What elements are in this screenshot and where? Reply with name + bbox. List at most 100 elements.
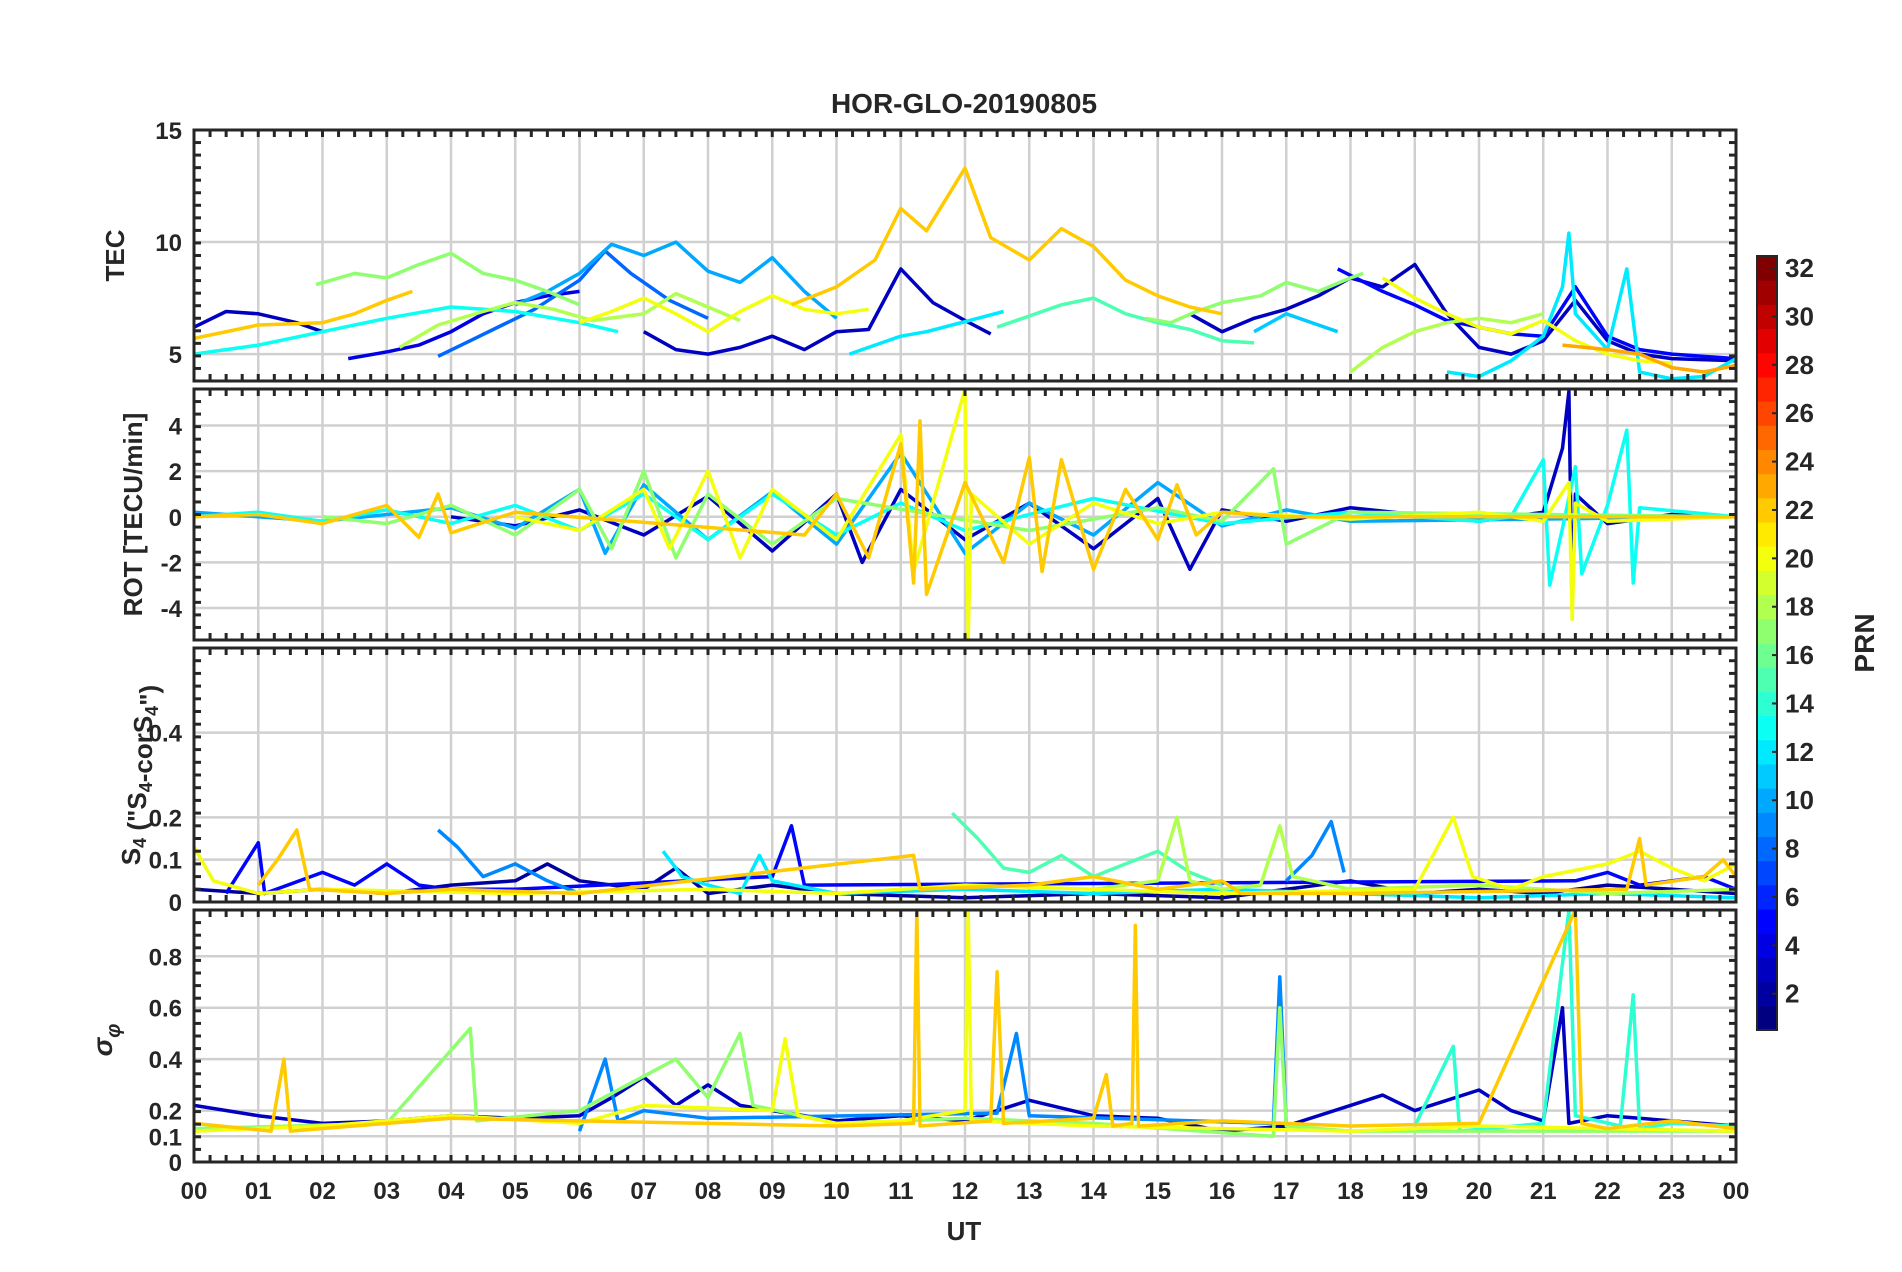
colorbar-segment [1757,691,1777,717]
x-axis-label: UT [947,1216,982,1246]
y-tick-label: 0.4 [149,721,183,748]
colorbar-frame [1756,255,1778,1031]
series-prn-18 [398,291,741,349]
series-prn-4 [347,289,580,361]
panel-sigma_phi: 00.10.2 0.4 0.6 0.8 σφ [87,908,1738,1177]
colorbar-segment [1757,667,1777,692]
colorbar-segment [1757,376,1777,402]
colorbar-tick-label: 16 [1785,640,1814,670]
series-prn-15 [950,811,1223,887]
series-prn-18 [1349,312,1544,374]
y-tick-label: 10 [155,230,182,257]
x-tick-label: 23 [1658,1178,1685,1205]
panel-s4: 0 0.1 0.2 0.4S4 ("S4-corS4") [116,646,1738,917]
colorbar-tick-label: 14 [1785,688,1814,718]
series-prn-17 [322,467,1736,560]
colorbar-segment [1757,352,1777,378]
x-tick-label: 20 [1466,1178,1493,1205]
colorbar-tick-label: 18 [1785,592,1814,622]
series-group [194,389,1736,640]
colorbar-segment [1757,546,1777,571]
y-tick-label: 0.1 [149,848,182,875]
colorbar-segment [1757,788,1777,813]
y-axis-label: σφ [87,1024,125,1057]
y-tick-label: 0.2 [149,1099,182,1126]
colorbar-segment [1757,497,1777,523]
y-tick-label: 0 [169,890,182,917]
x-tick-label: 04 [438,1178,465,1205]
series-prn-5 [1336,267,1736,361]
x-tick-label: 01 [245,1178,272,1205]
colorbar-tick-label: 10 [1785,785,1814,815]
chart-title: HOR-GLO-20190805 [831,88,1097,119]
colorbar-segment [1757,884,1777,910]
series-prn-12 [661,850,1736,900]
colorbar-segment [1757,594,1777,620]
panel-rot: -4 -2 0 2 4 ROT [TECU/min] [118,387,1738,642]
x-tick-label: 09 [759,1178,786,1205]
series-prn-17 [315,251,581,307]
x-tick-label: 22 [1594,1178,1621,1205]
series-prn-9 [1285,819,1346,883]
x-tick-label: 02 [309,1178,336,1205]
colorbar-tick-label: 26 [1785,398,1814,428]
series-prn-11 [1253,312,1339,334]
x-tick-label: 00 [1723,1178,1750,1205]
colorbar-tick-label: 2 [1785,979,1799,1009]
colorbar-segment [1757,981,1777,1007]
x-tick-label: 00 [181,1178,208,1205]
y-tick-label: 4 [169,414,183,441]
colorbar-tick-label: 20 [1785,543,1814,573]
y-tick-label: 5 [169,342,182,369]
series-prn-14 [1413,910,1736,1133]
colorbar-tick-label: 28 [1785,350,1814,380]
x-axis: 00 01 02 03 04 05 06 07 08 09 10 11 12 13 14 15 16 17 18 19… [181,1178,1750,1205]
series-group [194,811,1736,900]
x-tick-label: 03 [373,1178,400,1205]
y-tick-label: 15 [155,118,182,145]
colorbar-label: PRN [1849,613,1880,672]
colorbar-tick-label: 12 [1785,737,1814,767]
series-prn-22 [194,289,413,341]
series-prn-20 [1381,276,1672,365]
series-prn-22 [194,419,1736,597]
y-axis-label: TEC [100,229,130,281]
colorbar-segment [1757,401,1777,426]
y-tick-label: 0 [169,1150,182,1177]
colorbar-segment [1757,763,1777,789]
series-prn-13 [194,305,619,356]
x-tick-label: 19 [1401,1178,1428,1205]
x-tick-label: 14 [1080,1178,1107,1205]
series-prn-20 [194,910,1736,1133]
colorbar-segment [1757,715,1777,741]
series-prn-15 [996,296,1255,345]
y-tick-label: 0.8 [149,944,182,971]
colorbar-segment [1757,739,1777,765]
x-tick-label: 05 [502,1178,529,1205]
x-tick-label: 12 [952,1178,979,1205]
y-tick-label: -4 [161,596,183,623]
colorbar-segment [1757,280,1777,305]
series-prn-9 [436,828,581,896]
y-tick-label: 2 [169,459,182,486]
colorbar-tick-label: 4 [1785,930,1800,960]
y-tick-label: 0.2 [149,805,182,832]
panel-tec: 5 10 15 TEC [100,118,1738,383]
colorbar-segment [1757,1005,1777,1031]
x-tick-label: 21 [1530,1178,1557,1205]
series-prn-3 [194,1005,1736,1133]
colorbar-segment [1757,522,1777,547]
colorbar-segment [1757,618,1777,644]
series-prn-17 [1144,271,1364,325]
colorbar-segment [1757,933,1777,958]
series-prn-13 [194,428,1736,587]
colorbar-tick-label: 22 [1785,495,1814,525]
series-prn-23 [1562,343,1736,374]
series-prn-3 [194,309,324,334]
x-tick-label: 18 [1337,1178,1364,1205]
colorbar-segment [1757,812,1777,837]
series-prn-22 [194,910,1736,1133]
